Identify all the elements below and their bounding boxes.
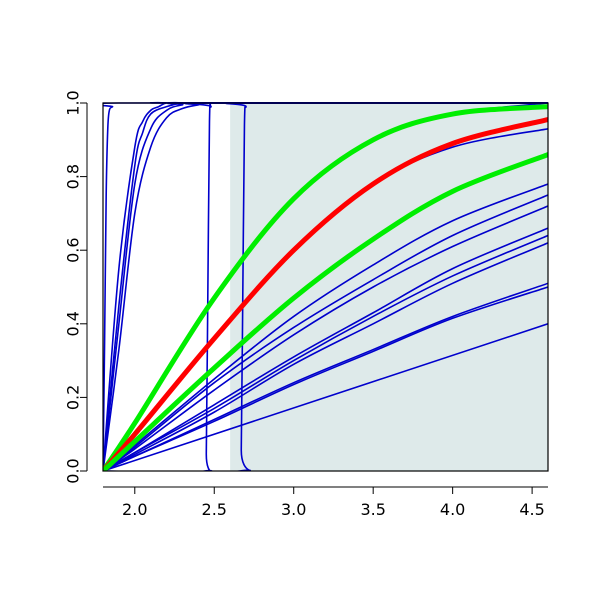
x-tick-label: 3.5 <box>360 500 385 519</box>
series-line-20 <box>103 104 548 471</box>
x-tick-label: 3.0 <box>281 500 306 519</box>
y-tick-group: 0.0 0.2 0.4 0.6 0.8 1.0 <box>64 90 87 484</box>
series-line-19 <box>103 323 548 471</box>
plot-frame <box>102 102 549 472</box>
shaded-region <box>230 103 548 471</box>
y-axis: 0.0 0.2 0.4 0.6 0.8 1.0 <box>64 90 88 484</box>
series-line-11 <box>103 183 548 471</box>
series-line-22 <box>103 152 548 471</box>
y-tick-label: 0.0 <box>64 458 83 483</box>
series-line-12 <box>103 194 548 471</box>
plot-area <box>102 101 549 472</box>
x-axis: 2.0 2.5 3.0 3.5 4.0 4.5 <box>103 486 548 519</box>
series-line-15 <box>103 234 548 471</box>
x-tick-label: 2.0 <box>122 500 147 519</box>
y-tick-label: 0.2 <box>64 385 83 410</box>
series-line-21 <box>103 117 548 471</box>
y-tick-label: 0.6 <box>64 237 83 262</box>
y-tick-label: 0.4 <box>64 311 83 336</box>
series-line-18 <box>103 286 548 471</box>
x-tick-label: 2.5 <box>202 500 227 519</box>
x-tick-label: 4.0 <box>440 500 465 519</box>
y-tick-label: 0.8 <box>64 164 83 189</box>
y-tick-label: 1.0 <box>64 90 83 115</box>
series-line-16 <box>103 242 548 471</box>
x-tick-group: 2.0 2.5 3.0 3.5 4.0 4.5 <box>122 487 545 519</box>
series-line-13 <box>103 205 548 471</box>
x-tick-label: 4.5 <box>519 500 544 519</box>
